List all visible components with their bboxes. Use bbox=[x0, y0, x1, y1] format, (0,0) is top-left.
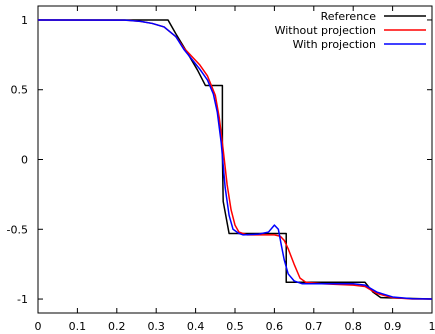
legend-label-reference: Reference bbox=[321, 10, 377, 23]
x-tick-label: 0.1 bbox=[69, 320, 87, 333]
x-tick-label: 1 bbox=[429, 320, 435, 333]
y-tick-label: -0.5 bbox=[7, 223, 28, 236]
y-tick-label: -1 bbox=[17, 293, 28, 306]
y-tick-label: 0 bbox=[21, 154, 28, 167]
x-tick-label: 0.4 bbox=[187, 320, 205, 333]
legend-label-without-projection: Without projection bbox=[275, 24, 376, 37]
series-line-reference bbox=[38, 19, 433, 300]
x-tick-label: 0.6 bbox=[266, 320, 284, 333]
x-tick-label: 0.7 bbox=[305, 320, 323, 333]
series-layer bbox=[37, 19, 433, 300]
series-line-with-projection bbox=[37, 19, 433, 300]
x-tick-label: 0.2 bbox=[108, 320, 126, 333]
ticks bbox=[37, 6, 433, 313]
x-tick-label: 0 bbox=[35, 320, 42, 333]
legend-label-with-projection: With projection bbox=[293, 38, 376, 51]
tick-labels: 0 0.1 0.2 0.3 0.4 0.5 0.6 0.7 0.8 0.9 1 -1 -0.5 0 0.5 1 bbox=[7, 14, 435, 333]
plot-area bbox=[37, 5, 433, 314]
y-tick-label: 0.5 bbox=[11, 84, 29, 97]
x-tick-label: 0.9 bbox=[384, 320, 402, 333]
x-tick-label: 0.8 bbox=[344, 320, 362, 333]
y-tick-label: 1 bbox=[21, 14, 28, 27]
x-tick-label: 0.3 bbox=[147, 320, 165, 333]
x-tick-label: 0.5 bbox=[226, 320, 244, 333]
series-line-without-projection bbox=[37, 19, 432, 300]
